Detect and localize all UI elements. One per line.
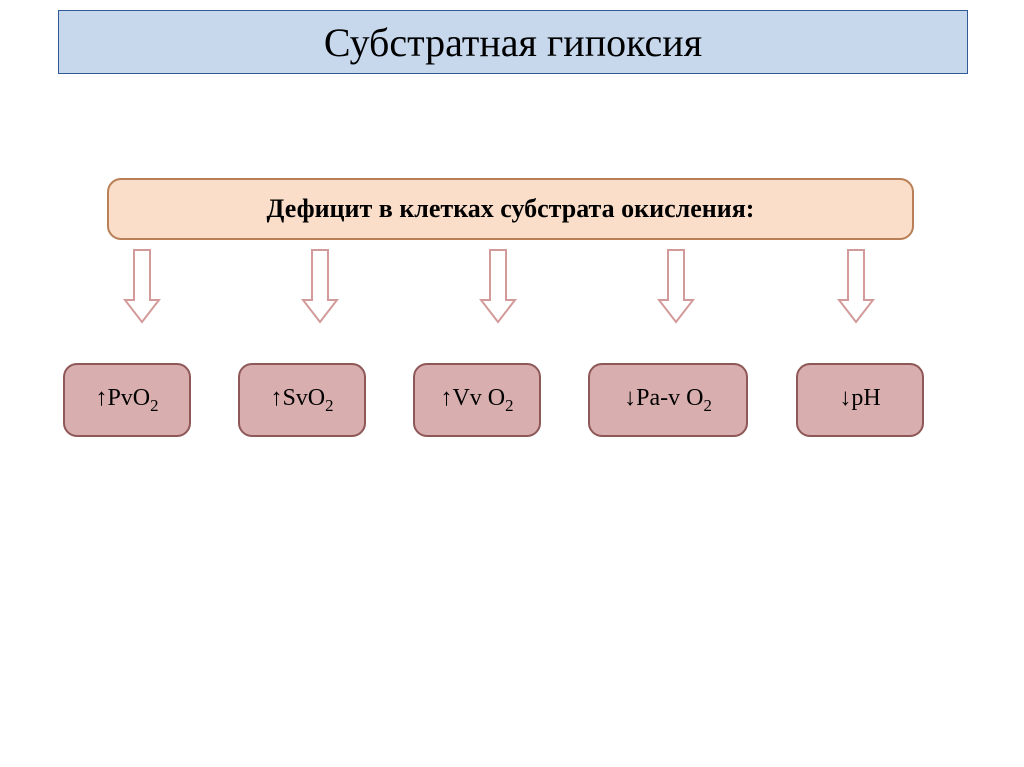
child-node: ↑Vv O2 bbox=[413, 363, 541, 437]
arrow-down-icon bbox=[123, 248, 161, 324]
child-prefix: ↑ bbox=[95, 385, 107, 411]
child-node-text: ↑Vv O2 bbox=[440, 385, 513, 416]
arrow-down-icon bbox=[657, 248, 695, 324]
child-main: Vv O bbox=[452, 385, 505, 411]
slide-title-box: Субстратная гипоксия bbox=[58, 10, 968, 74]
arrow-down-icon bbox=[837, 248, 875, 324]
child-node-text: ↑SvO2 bbox=[270, 385, 333, 416]
child-prefix: ↓ bbox=[624, 385, 636, 411]
child-main: pH bbox=[851, 385, 880, 411]
child-subscript: 2 bbox=[703, 395, 711, 414]
child-node: ↑PvO2 bbox=[63, 363, 191, 437]
child-main: PvO bbox=[107, 385, 150, 411]
child-node-text: ↓pH bbox=[839, 385, 880, 416]
child-prefix: ↑ bbox=[440, 385, 452, 411]
parent-node-text: Дефицит в клетках субстрата окисления: bbox=[267, 194, 755, 224]
child-subscript: 2 bbox=[325, 395, 333, 414]
child-subscript: 2 bbox=[150, 395, 158, 414]
arrow-down-icon bbox=[301, 248, 339, 324]
child-node-text: ↑PvO2 bbox=[95, 385, 158, 416]
arrow-down-icon bbox=[479, 248, 517, 324]
child-node: ↓Pa-v O2 bbox=[588, 363, 748, 437]
child-main: Pa-v O bbox=[636, 385, 703, 411]
child-node-text: ↓Pa-v O2 bbox=[624, 385, 712, 416]
parent-node: Дефицит в клетках субстрата окисления: bbox=[107, 178, 914, 240]
child-node: ↑SvO2 bbox=[238, 363, 366, 437]
child-prefix: ↑ bbox=[270, 385, 282, 411]
child-main: SvO bbox=[282, 385, 325, 411]
child-prefix: ↓ bbox=[839, 385, 851, 411]
slide-title-text: Субстратная гипоксия bbox=[324, 19, 702, 66]
child-node: ↓pH bbox=[796, 363, 924, 437]
child-subscript: 2 bbox=[505, 395, 513, 414]
